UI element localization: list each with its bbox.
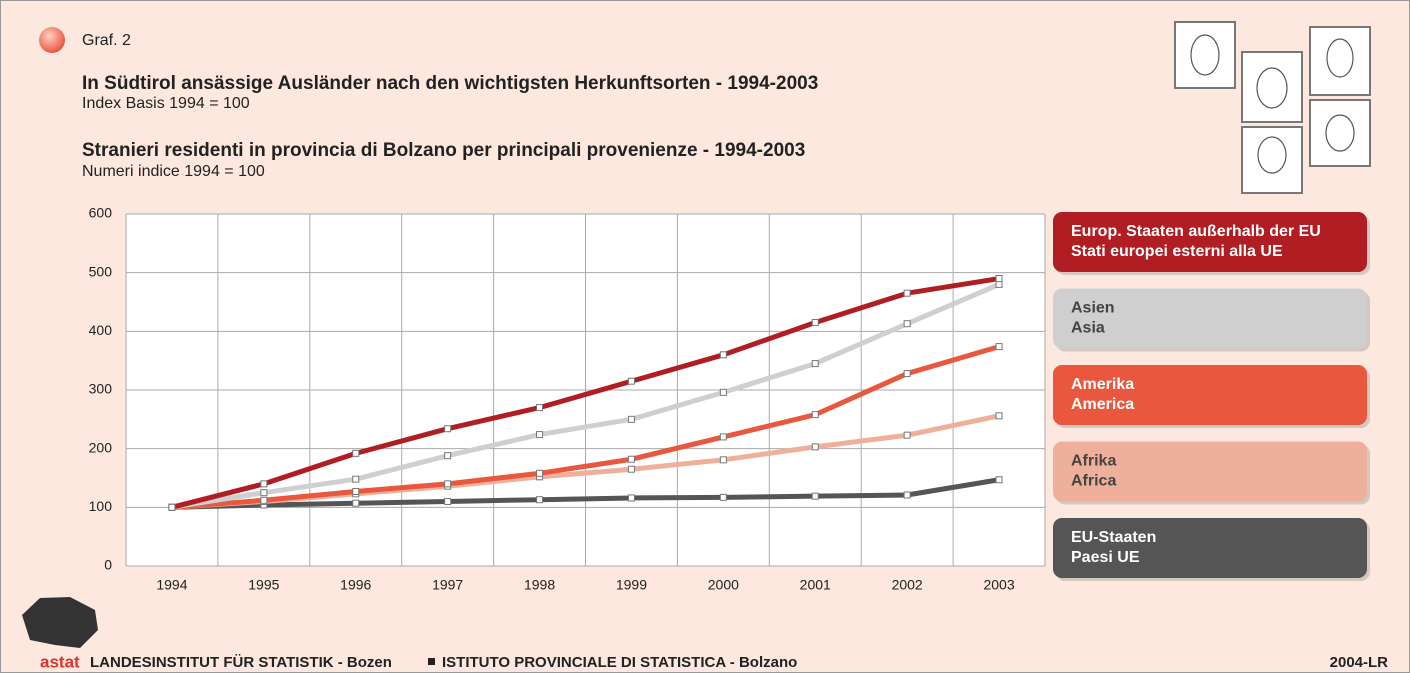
point-marker [812,444,818,450]
point-marker [445,481,451,487]
x-tick-label: 2001 [800,577,831,593]
point-marker [720,434,726,440]
x-tick-label: 1994 [156,577,187,593]
point-marker [628,466,634,472]
footer-left: LANDESINSTITUT FÜR STATISTIK - Bozen [90,654,392,671]
legend-label: Paesi UE [1071,549,1140,566]
point-marker [812,412,818,418]
point-marker [904,432,910,438]
x-tick-label: 1999 [616,577,647,593]
x-tick-label: 1997 [432,577,463,593]
point-marker [445,498,451,504]
y-tick-label: 400 [89,322,113,338]
legend-label: Stati europei esterni alla UE [1071,243,1283,260]
legend-label: Africa [1071,473,1116,490]
legend-label: EU-Staaten [1071,529,1156,546]
y-tick-label: 100 [89,498,113,514]
point-marker [353,476,359,482]
point-marker [261,497,267,503]
bullet [39,27,65,53]
point-marker [996,276,1002,282]
point-marker [904,321,910,327]
point-marker [996,281,1002,287]
point-marker [720,352,726,358]
chart: Graf. 2 In Südtirol ansässige Ausländer … [0,0,1410,673]
point-marker [261,481,267,487]
legend-box [1053,212,1367,272]
legend-box [1053,289,1367,349]
legend-label: Asien [1071,300,1115,317]
point-marker [445,453,451,459]
chart-subtitle-it: Numeri indice 1994 = 100 [82,163,265,180]
legend-label: America [1071,396,1134,413]
point-marker [353,500,359,506]
x-tick-label: 1998 [524,577,555,593]
point-marker [537,432,543,438]
point-marker [812,493,818,499]
x-tick-label: 2003 [983,577,1014,593]
point-marker [537,497,543,503]
point-marker [628,495,634,501]
y-tick-label: 200 [89,439,113,455]
x-tick-label: 1996 [340,577,371,593]
legend-label: Afrika [1071,453,1116,470]
point-marker [353,450,359,456]
footer-separator [428,658,435,665]
chart-subtitle: Index Basis 1994 = 100 [82,95,250,112]
footer-code: 2004-LR [1330,654,1389,671]
legend-label: Asia [1071,320,1105,337]
point-marker [537,405,543,411]
y-tick-label: 500 [89,263,113,279]
point-marker [720,389,726,395]
x-tick-label: 2000 [708,577,739,593]
legend-label: Europ. Staaten außerhalb der EU [1071,223,1321,240]
logo-text: astat [40,652,80,671]
legend-label: Amerika [1071,376,1134,393]
legend-box [1053,442,1367,502]
point-marker [904,492,910,498]
point-marker [812,320,818,326]
legend-box [1053,518,1367,578]
point-marker [628,416,634,422]
point-marker [169,504,175,510]
x-tick-label: 2002 [892,577,923,593]
point-marker [261,490,267,496]
chart-title: In Südtirol ansässige Ausländer nach den… [82,73,818,94]
chart-title-it: Stranieri residenti in provincia di Bolz… [82,140,805,161]
point-marker [904,290,910,296]
point-marker [720,457,726,463]
point-marker [812,361,818,367]
point-marker [996,344,1002,350]
point-marker [628,456,634,462]
point-marker [996,413,1002,419]
point-marker [445,426,451,432]
x-tick-label: 1995 [248,577,279,593]
legend-box [1053,365,1367,425]
graph-label: Graf. 2 [82,32,131,49]
y-tick-label: 300 [89,381,113,397]
point-marker [537,470,543,476]
footer-right: ISTITUTO PROVINCIALE DI STATISTICA - Bol… [442,654,797,671]
point-marker [904,371,910,377]
point-marker [628,378,634,384]
y-tick-label: 600 [89,205,113,221]
y-tick-label: 0 [104,557,112,573]
point-marker [720,494,726,500]
point-marker [996,477,1002,483]
point-marker [353,488,359,494]
